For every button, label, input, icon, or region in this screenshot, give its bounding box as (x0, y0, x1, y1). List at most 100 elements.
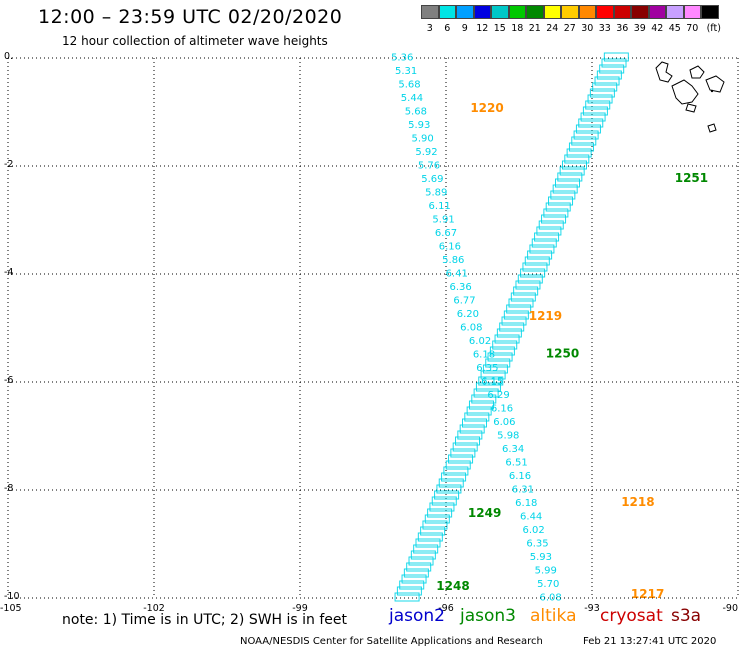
diagonal-track-label (410, 550, 436, 560)
diagonal-track-label (499, 322, 525, 332)
pass-time-label: 1220 (470, 101, 503, 115)
scale-label: 30 (581, 23, 594, 34)
diagonal-track-label (448, 454, 474, 464)
scale-label: 12 (476, 23, 489, 34)
diagonal-track-label (501, 316, 527, 326)
diagonal-track-label (524, 256, 550, 266)
wave-height-label: 6.20 (457, 309, 479, 320)
wave-height-label: 5.92 (415, 147, 437, 158)
diagonal-track-label (536, 226, 562, 236)
pass-time-label: 1217 (631, 587, 664, 601)
diagonal-track-label (582, 106, 608, 116)
diagonal-track-label (506, 304, 532, 314)
wave-height-label: 6.51 (505, 458, 527, 469)
wave-height-label: 5.93 (408, 120, 430, 131)
satellite-legend-jason2: jason2 (389, 606, 445, 626)
generation-timestamp: Feb 21 13:27:41 UTC 2020 (583, 636, 717, 647)
scale-label: 6 (444, 23, 451, 34)
diagonal-track-label (527, 250, 553, 260)
diagonal-track-label (478, 376, 504, 386)
diagonal-track-label (580, 112, 606, 122)
diagonal-track-label (480, 370, 506, 380)
diagonal-track-label (471, 394, 497, 404)
diagonal-track-label (496, 328, 522, 338)
wave-height-label: 6.02 (469, 336, 491, 347)
scale-swatch (438, 5, 456, 19)
diagonal-track-label (599, 64, 625, 74)
diagonal-track-label (522, 262, 548, 272)
scale-label: 36 (616, 23, 629, 34)
wave-height-label: 6.29 (487, 390, 509, 401)
wave-height-label: 5.86 (442, 255, 464, 266)
diagonal-track-label (573, 130, 599, 140)
wave-height-label: 6.11 (429, 201, 451, 212)
diagonal-track-label (417, 532, 443, 542)
diagonal-track-label (457, 430, 483, 440)
wave-height-label: 5.68 (405, 107, 427, 118)
island-outline (655, 61, 673, 83)
scale-label: 18 (511, 23, 524, 34)
color-scale-swatches (421, 5, 719, 19)
wave-height-label: 6.06 (493, 417, 515, 428)
diagonal-track-label (543, 208, 569, 218)
diagonal-track-label (422, 520, 448, 530)
diagonal-track-label (561, 160, 587, 170)
scale-swatch (666, 5, 684, 19)
wave-height-label: 5.90 (412, 134, 434, 145)
scale-swatch (631, 5, 649, 19)
wave-height-label: 5.44 (401, 93, 423, 104)
diagonal-track-label (450, 448, 476, 458)
diagonal-track-label (596, 70, 622, 80)
diagonal-track-label (548, 196, 574, 206)
wave-height-label: 6.77 (453, 296, 475, 307)
pass-time-label: 1249 (468, 506, 501, 520)
diagonal-track-label (557, 172, 583, 182)
wave-height-label: 5.76 (418, 161, 440, 172)
x-tick-label: -90 (722, 603, 738, 614)
scale-swatch (613, 5, 631, 19)
scale-swatch (701, 5, 719, 19)
diagonal-track-label (559, 166, 585, 176)
diagonal-track-label (571, 136, 597, 146)
diagonal-track-label (452, 442, 478, 452)
island-outline (707, 123, 717, 133)
color-scale-labels: 3 6 9 12 15 18 21 24 27 30 33 36 39 42 45 70 (ft) (421, 23, 740, 37)
diagonal-track-label (485, 358, 511, 368)
diagonal-track-label (603, 52, 629, 62)
diagonal-track-label (455, 436, 481, 446)
diagonal-track-label (564, 154, 590, 164)
wave-height-label: 5.68 (398, 80, 420, 91)
wave-height-label: 6.18 (473, 350, 495, 361)
x-tick-label: -99 (292, 603, 308, 614)
diagonal-track-label (406, 562, 432, 572)
x-tick-label: -105 (0, 603, 22, 614)
diagonal-track-label (403, 568, 429, 578)
diagonal-track-label (589, 88, 615, 98)
wave-height-label: 5.89 (425, 188, 447, 199)
pass-time-label: 1248 (436, 579, 469, 593)
scale-label: 39 (633, 23, 646, 34)
credit-line: NOAA/NESDIS Center for Satellite Applica… (240, 636, 543, 647)
map-subtitle: 12 hour collection of altimeter wave hei… (62, 34, 328, 48)
scale-label: 21 (528, 23, 541, 34)
diagonal-track-label (427, 508, 453, 518)
y-tick-label: -6 (4, 375, 13, 386)
scale-swatch (578, 5, 596, 19)
diagonal-track-label (441, 472, 467, 482)
diagonal-track-label (592, 82, 618, 92)
wave-height-label: 5.99 (535, 566, 557, 577)
wave-height-label: 6.31 (512, 485, 534, 496)
island-outline (705, 75, 725, 93)
satellite-legend-cryosat: cryosat (600, 606, 663, 626)
diagonal-track-label (520, 268, 546, 278)
diagonal-track-label (585, 100, 611, 110)
wave-height-label: 6.08 (540, 593, 562, 604)
wave-height-label: 6.44 (520, 512, 542, 523)
wave-height-label: 5.36 (391, 53, 413, 64)
wave-height-label: 6.36 (449, 282, 471, 293)
diagonal-track-label (445, 460, 471, 470)
wave-height-label: 6.35 (476, 363, 498, 374)
diagonal-track-label (408, 556, 434, 566)
diagonal-track-label (550, 190, 576, 200)
wave-height-label: 5.69 (421, 174, 443, 185)
